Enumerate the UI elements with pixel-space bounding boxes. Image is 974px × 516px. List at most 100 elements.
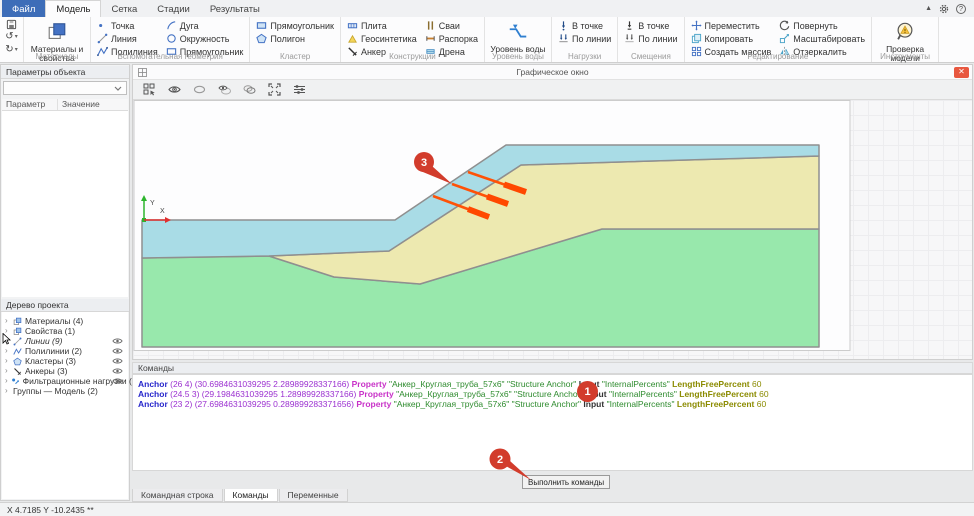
strut-button[interactable]: Распорка [424, 33, 479, 44]
undo-button[interactable]: ↺▾ [5, 31, 17, 43]
displacement-at-point-button[interactable]: В точке [623, 20, 678, 31]
item-label: По линии [572, 34, 611, 44]
close-icon[interactable]: ✕ [954, 67, 969, 78]
drawing-canvas[interactable]: Y X 3 [133, 100, 972, 359]
command-token: Property [352, 379, 387, 389]
collapse-ribbon-icon[interactable]: ▲ [925, 5, 932, 12]
axis-y-label: Y [150, 200, 155, 207]
ribbon-tab-row: Файл Модель Сетка Стадии Результаты ▲ ? [0, 0, 974, 17]
tab-model[interactable]: Модель [45, 0, 101, 17]
tree-item-seepage-loads[interactable]: ›Фильтрационные нагрузки (8) [2, 376, 128, 386]
group-materials: Материалы и свойства Материалы [24, 17, 91, 62]
tab-stages[interactable]: Стадии [147, 0, 200, 17]
visibility-eye-icon[interactable] [112, 377, 123, 385]
scale-button[interactable]: Масштабировать [778, 33, 866, 44]
sliders-icon [293, 83, 306, 96]
arc-button[interactable]: Дуга [165, 20, 245, 31]
group-label: Уровень воды [485, 52, 551, 61]
piles-icon [425, 20, 436, 31]
item-label: Прямоугольник [270, 21, 334, 31]
rotate-button[interactable]: Повернуть [778, 20, 866, 31]
show-all-button[interactable] [163, 82, 185, 98]
load-on-line-button[interactable]: По линии [557, 33, 612, 44]
circle-button[interactable]: Окружность [165, 33, 245, 44]
group-constructions: Плита Геосинтетика Анкер Сваи Распорка Д… [341, 17, 485, 62]
load-at-point-button[interactable]: В точке [557, 20, 612, 31]
save-icon[interactable] [6, 19, 17, 30]
line-button[interactable]: Линия [96, 33, 159, 44]
display-settings-button[interactable] [288, 82, 310, 98]
fit-view-button[interactable] [263, 82, 285, 98]
tree-item-label: Кластеры (3) [25, 356, 76, 366]
object-selector-dropdown[interactable] [3, 81, 127, 95]
graphics-window: Графическое окно ✕ [132, 64, 973, 360]
cluster-rectangle-button[interactable]: Прямоугольник [255, 20, 335, 31]
expander-icon[interactable]: › [5, 377, 8, 385]
tree-item-clusters[interactable]: › Кластеры (3) [2, 356, 128, 366]
command-token: Anchor [138, 379, 168, 389]
expander-icon[interactable]: › [5, 367, 10, 375]
tab-file[interactable]: Файл [2, 0, 45, 17]
visibility-eye-icon[interactable] [112, 347, 123, 355]
water-level-icon [507, 21, 529, 43]
move-button[interactable]: Переместить [690, 20, 773, 31]
seepage-icon [11, 377, 20, 386]
select-objects-button[interactable] [138, 82, 160, 98]
params-table-body[interactable] [2, 111, 128, 297]
command-token: "InternalPercents" [602, 379, 670, 389]
expander-icon[interactable]: › [5, 387, 10, 395]
tree-item-label: Материалы (4) [25, 316, 83, 326]
help-icon[interactable]: ? [956, 4, 966, 14]
badge-3-number: 3 [421, 157, 427, 169]
tab-commands[interactable]: Команды [224, 489, 278, 502]
cluster-polygon-button[interactable]: Полигон [255, 33, 335, 44]
tree-item-anchors[interactable]: ›Анкеры (3) [2, 366, 128, 376]
tree-item-groups-model[interactable]: ›Группы — Модель (2) [2, 386, 128, 396]
status-bar: X 4.7185 Y -10.2435 ** [0, 502, 974, 516]
water-level-button[interactable]: Уровень воды [490, 20, 546, 54]
redo-button[interactable]: ↻▾ [5, 44, 17, 56]
command-token: "Анкер_Круглая_труба_57x6" [389, 379, 505, 389]
commands-text-area[interactable]: Anchor (26 4) (30.6984631039295 2.289899… [132, 374, 973, 471]
filled-rectangle-icon [256, 20, 267, 31]
settings-gear-icon[interactable] [939, 4, 949, 14]
copy-button[interactable]: Копировать [690, 33, 773, 44]
tree-item-polylines[interactable]: ›Полилинии (2) [2, 346, 128, 356]
show-selected-button[interactable] [213, 82, 235, 98]
command-token: 60 [757, 399, 766, 409]
slope-model-drawing: Y X 3 [133, 100, 972, 360]
point-button[interactable]: Точка [96, 20, 159, 31]
expander-icon[interactable]: › [5, 357, 10, 365]
chevron-down-icon [114, 86, 122, 91]
item-label: По линии [638, 34, 677, 44]
expander-icon[interactable]: › [5, 317, 10, 325]
item-label: Масштабировать [793, 34, 865, 44]
group-cluster: Прямоугольник Полигон Кластер [250, 17, 341, 62]
tab-command-line[interactable]: Командная строка [132, 489, 223, 502]
overlap-shapes-icon [243, 83, 256, 96]
displacement-on-line-button[interactable]: По линии [623, 33, 678, 44]
shapes-overlap-button[interactable] [238, 82, 260, 98]
tab-variables[interactable]: Переменные [279, 489, 348, 502]
column-value: Значение [58, 99, 100, 110]
badge-1-number: 1 [584, 386, 590, 398]
geosynthetic-button[interactable]: Геосинтетика [346, 33, 418, 44]
ellipse-mode-button[interactable] [188, 82, 210, 98]
tab-mesh[interactable]: Сетка [101, 0, 147, 17]
tree-item-materials[interactable]: › Материалы (4) [2, 316, 128, 326]
plate-button[interactable]: Плита [346, 20, 418, 31]
visibility-eye-icon[interactable] [112, 357, 123, 365]
visibility-eye-icon[interactable] [112, 367, 123, 375]
command-token: (24.5 3) (29.1984631039295 1.28989928337… [170, 389, 356, 399]
visibility-eye-icon[interactable] [112, 337, 123, 345]
piles-button[interactable]: Сваи [424, 20, 479, 31]
eye-icon [168, 83, 181, 96]
tab-results[interactable]: Результаты [200, 0, 270, 17]
tree-item-label: Свойства (1) [25, 326, 75, 336]
tree-item-lines[interactable]: ›Линии (9) [2, 336, 128, 346]
tree-item-properties[interactable]: ›Свойства (1) [2, 326, 128, 336]
expander-icon[interactable]: › [5, 347, 10, 355]
polyline-icon [13, 347, 22, 356]
displacement-line-icon [624, 33, 635, 44]
graphics-window-titlebar[interactable]: Графическое окно ✕ [133, 65, 972, 80]
